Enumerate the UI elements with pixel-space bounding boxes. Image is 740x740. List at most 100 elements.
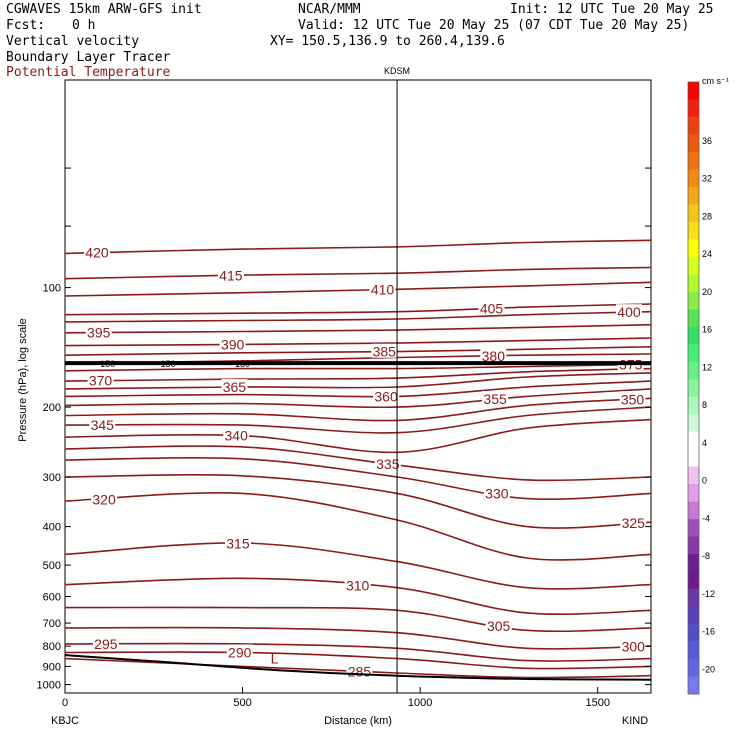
tropopause-label: 150 [160,359,175,369]
contour-label-bg [483,485,510,500]
contour-label-bg [374,456,401,471]
contour-label-315: 315 [226,535,250,551]
theta-contour-410 [65,281,651,297]
colorbar-swatch [688,484,699,502]
colorbar-swatch [688,571,699,590]
contour-label-350: 350 [621,391,645,407]
x-tick-label: 0 [62,697,68,709]
x-axis-title: Distance (km) [324,715,392,727]
contour-label-340: 340 [225,428,249,444]
terrain-surface-line [65,654,651,681]
theta-contour-405 [65,303,651,316]
colorbar-swatch [688,676,699,695]
colorbar-tick-label: 16 [702,325,712,335]
y-tick-label: 500 [43,560,61,572]
contour-label-395: 395 [87,325,111,341]
contour-label-385: 385 [373,344,397,360]
contour-label-370: 370 [89,373,113,389]
contour-label-390: 390 [221,336,245,352]
colorbar-swatch [688,519,699,537]
colorbar-swatch [688,414,699,433]
colorbar-swatch [688,554,699,572]
colorbar-swatch [688,379,699,398]
colorbar-tick-label: -16 [702,627,715,637]
contour-label-420: 420 [85,245,109,261]
theta-contour-375 [65,363,651,372]
header-org: NCAR/MMM [298,2,361,17]
theta-contour-395 [65,323,651,334]
contour-label-bg [615,304,642,319]
y-tick-label: 1000 [37,680,61,692]
contour-label-bg [619,391,646,406]
header-model: CGWAVES 15km ARW-GFS init [6,2,202,17]
header-valid: Valid: 12 UTC Tue 20 May 25 (07 CDT Tue … [298,18,690,33]
colorbar-swatch [688,606,699,625]
theta-contour-400 [65,310,651,323]
contour-label-bg [219,336,246,351]
contour-label-335: 335 [376,456,400,472]
colorbar-swatch [688,82,699,100]
y-axis-title: Pressure (hPa), log scale [17,318,29,442]
colorbar-swatch [688,641,699,660]
colorbar-swatch [688,309,699,328]
contour-label-365: 365 [223,379,247,395]
x-tick-label: 1500 [585,697,609,709]
colorbar-tick-label: 20 [702,287,712,297]
colorbar-frame [687,81,700,695]
theta-contour-420 [65,239,651,255]
contour-label-bg [83,244,110,259]
theta-contours [65,239,651,679]
contour-label-bg [91,491,118,506]
theta-contour-315 [65,542,651,590]
colorbar-swatch [688,239,699,258]
contour-label-310: 310 [346,577,370,593]
contour-label-bg [224,535,251,550]
y-tick-label: 600 [43,592,61,604]
theta-contour-290 [65,651,651,670]
contour-label-bg [89,417,116,432]
contour-label-bg [223,427,250,442]
colorbar-swatch [688,221,699,240]
header-fcst-value: 0 h [72,18,96,33]
colorbar-swatch [688,116,699,135]
contour-label-bg [620,638,647,653]
colorbar-swatch [688,536,699,555]
colorbar-tick-label: -8 [702,551,710,561]
colorbar-tick-label: 28 [702,211,712,221]
contour-label-bg [373,388,400,403]
colorbar: cm s⁻¹ 36 32 28 24 20 16 12 8 4 0 -4 -8 -12 -16 -20 [687,76,729,695]
theta-contour-310 [65,577,651,615]
colorbar-tick-label: -4 [702,513,710,523]
header-xy: XY= 150.5,136.9 to 260.4,139.6 [270,34,505,49]
theta-contour-390 [65,337,651,347]
y-tick-label: 800 [43,641,61,653]
endpoint-left: KBJC [51,715,79,727]
colorbar-swatch [688,659,699,677]
colorbar-tick-label: 24 [702,249,712,259]
contour-label-380: 380 [482,348,506,364]
header-field-2: Boundary Layer Tracer [6,50,171,65]
contour-label-290: 290 [228,644,252,660]
contour-label-285: 285 [348,663,372,679]
contour-label-400: 400 [617,304,641,320]
colorbar-tick-label: 4 [702,438,707,448]
colorbar-swatch [688,344,699,363]
colorbar-swatch [688,186,699,205]
header-init: Init: 12 UTC Tue 20 May 25 [510,2,714,17]
plot-frame [64,79,652,694]
low-marker: L [271,651,279,667]
contour-label-360: 360 [374,388,398,404]
theta-contour-385 [65,346,651,356]
contour-label-405: 405 [480,300,504,316]
colorbar-swatch [688,326,699,345]
contour-label-325: 325 [622,515,646,531]
contour-label-bg [371,343,398,358]
colorbar-swatch [688,151,699,170]
colorbar-swatch [688,501,699,520]
colorbar-swatch [688,396,699,415]
colorbar-swatch [688,134,699,153]
tropopause-label: 150 [100,359,115,369]
colorbar-tick-label: 0 [702,476,707,486]
contour-label-295: 295 [94,636,118,652]
